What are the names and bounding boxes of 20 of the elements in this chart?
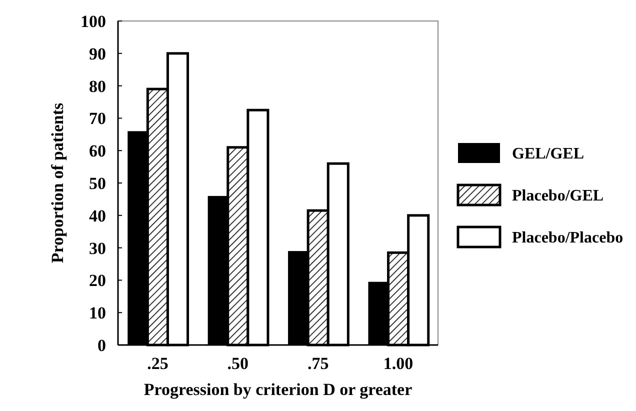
y-axis-title: Proportion of patients — [48, 102, 67, 264]
y-tick-label: 90 — [89, 44, 106, 64]
y-tick-label: 20 — [89, 271, 106, 290]
y-tick-label: 0 — [98, 336, 106, 355]
x-tick-label: .25 — [147, 354, 168, 373]
y-tick-label: 10 — [89, 304, 106, 323]
x-axis-title: Progression by criterion D or greater — [144, 380, 413, 399]
y-tick-label: 40 — [89, 206, 106, 226]
y-tick-label: 30 — [89, 238, 106, 258]
y-tick-label: 100 — [80, 12, 106, 31]
x-tick-label: .75 — [307, 354, 329, 373]
legend-label: Placebo/Placebo — [512, 230, 624, 247]
legend-label: Placebo/GEL — [512, 188, 604, 205]
legend-label: GEL/GEL — [512, 146, 584, 163]
y-tick-label: 70 — [89, 109, 106, 128]
y-tick-label: 60 — [89, 142, 106, 161]
y-tick-label: 50 — [89, 174, 106, 193]
x-tick-label: 1.00 — [383, 354, 414, 373]
x-tick-label: .50 — [227, 354, 249, 373]
y-tick-label: 80 — [89, 76, 106, 96]
